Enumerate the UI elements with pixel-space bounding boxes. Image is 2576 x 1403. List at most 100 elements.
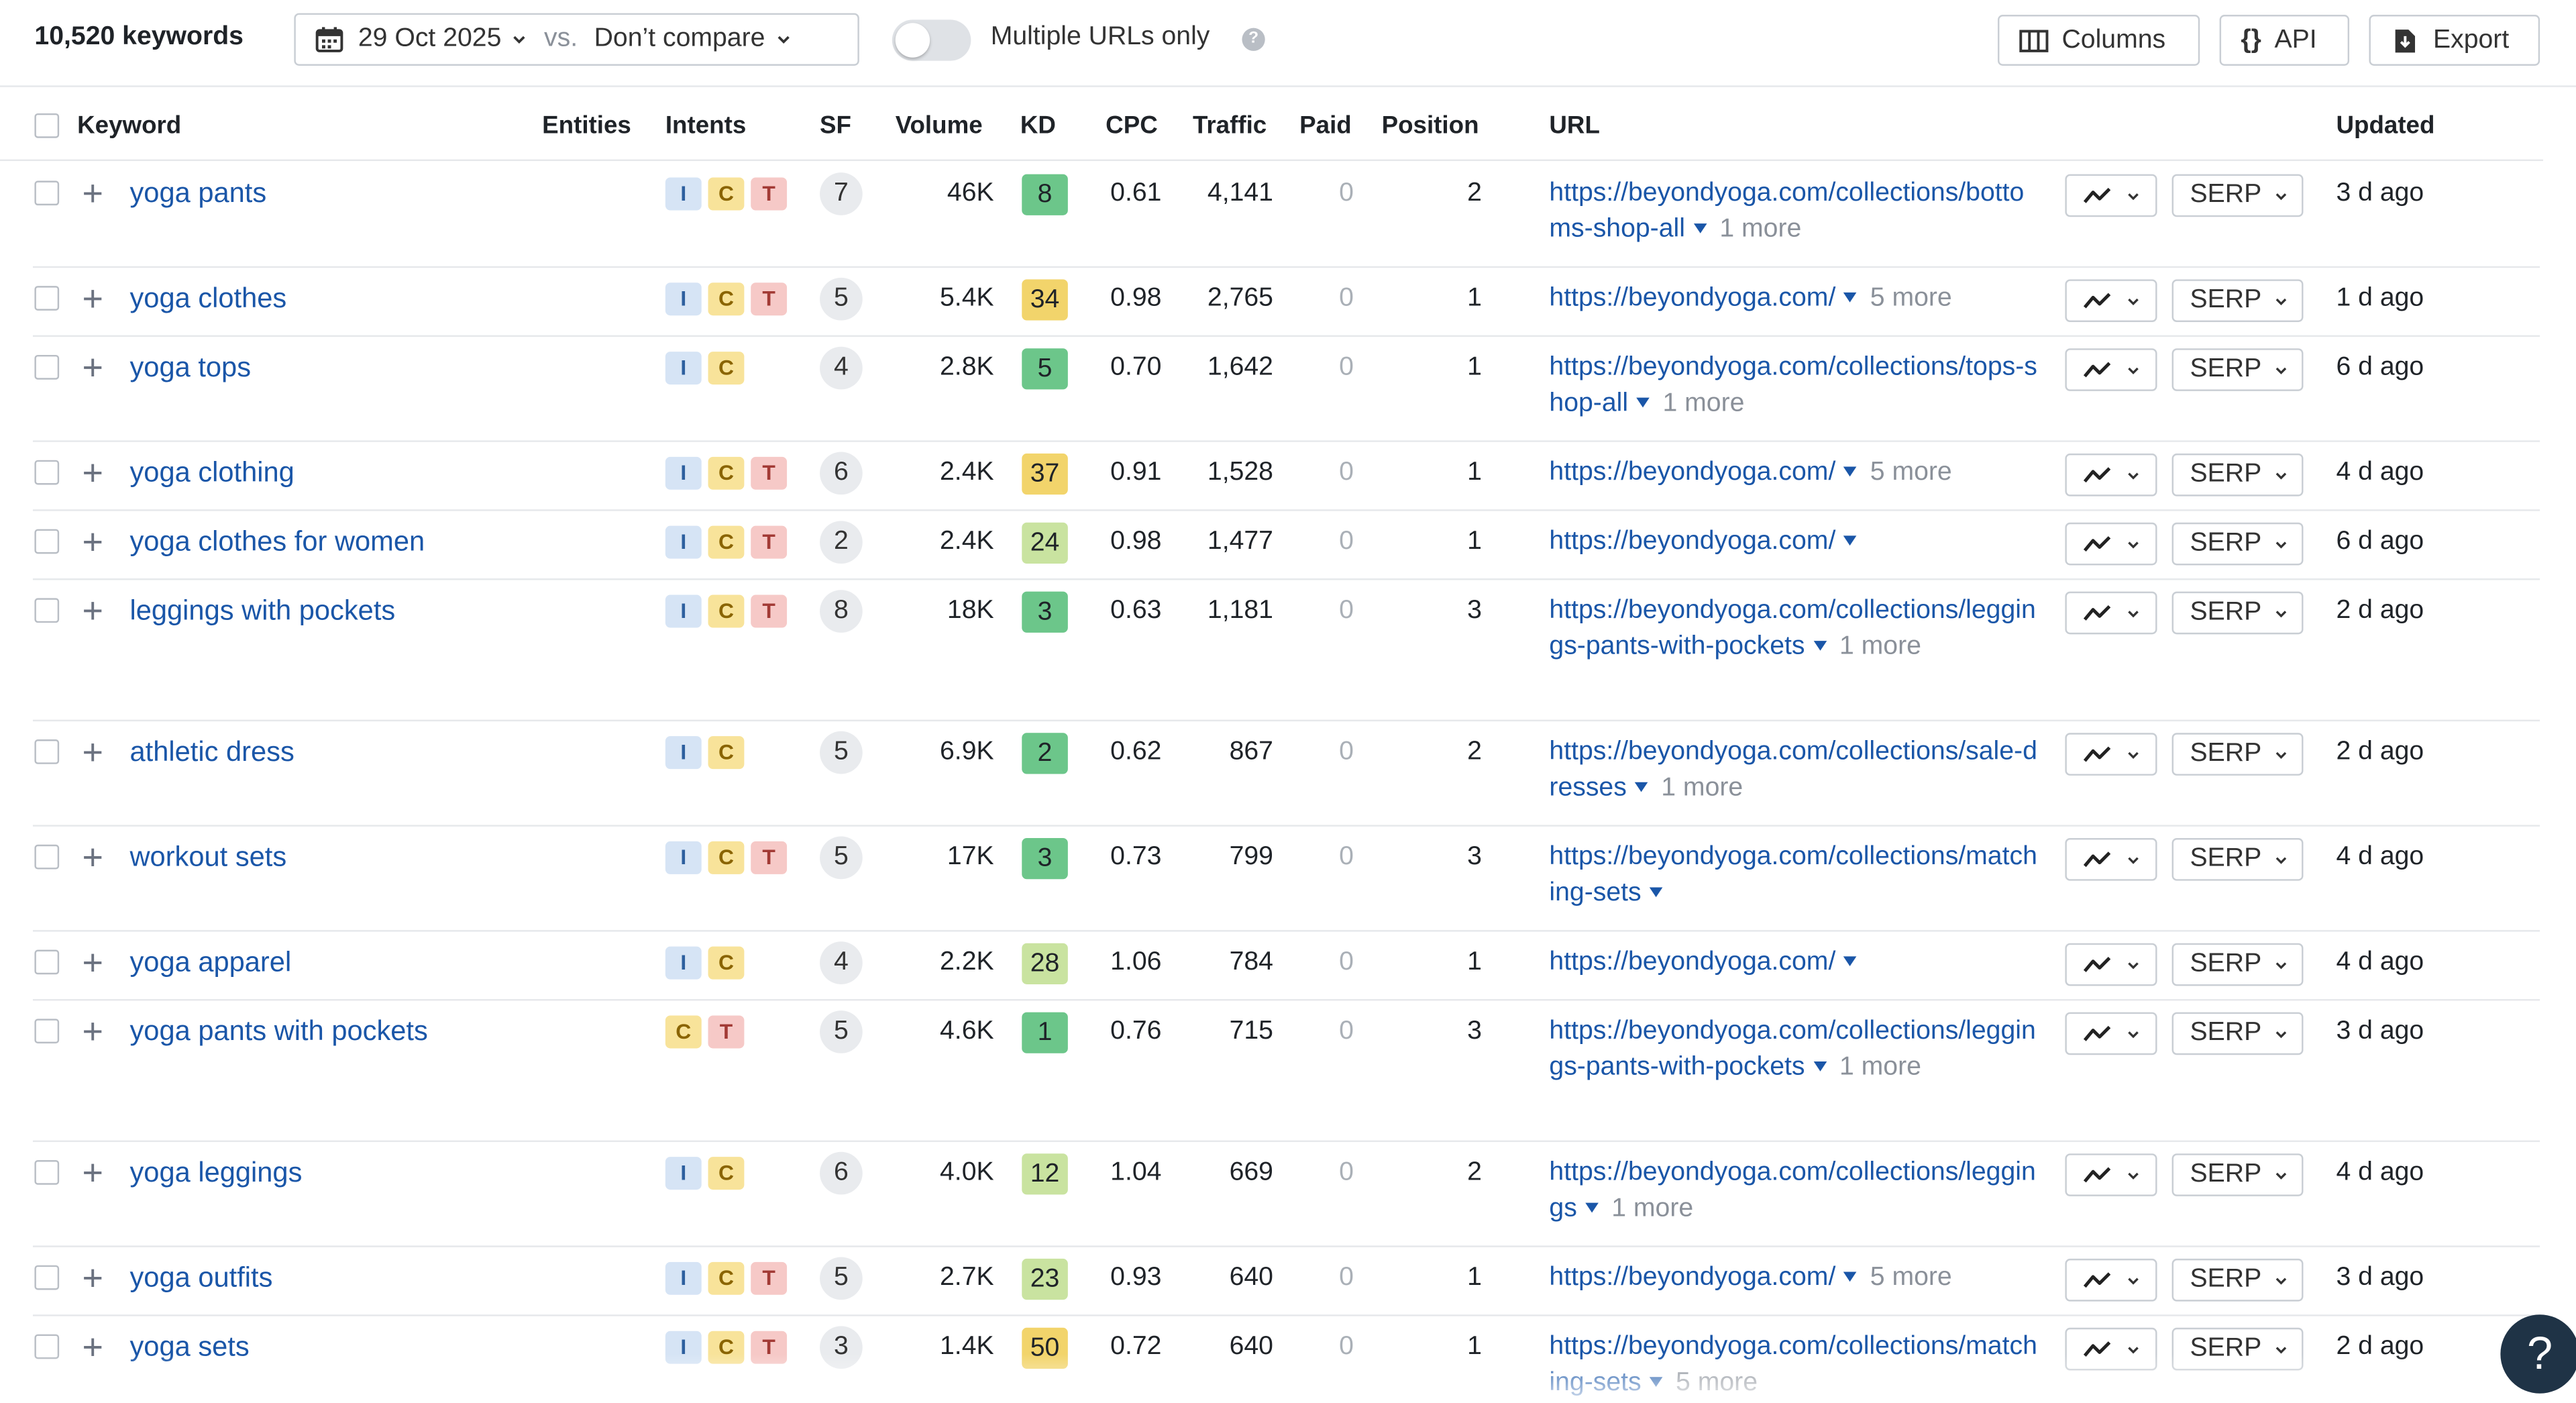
api-button[interactable]: {} API xyxy=(2219,15,2350,66)
url-more[interactable]: 5 more xyxy=(1870,284,1952,313)
help-button[interactable]: ? xyxy=(2500,1314,2576,1394)
trend-dropdown[interactable] xyxy=(2065,1012,2157,1055)
serp-dropdown[interactable]: SERP xyxy=(2171,837,2304,881)
serp-dropdown[interactable]: SERP xyxy=(2171,591,2304,635)
traffic-value[interactable]: 1,477 xyxy=(1207,527,1273,556)
traffic-value[interactable]: 640 xyxy=(1229,1333,1273,1361)
url-dropdown-caret-icon[interactable] xyxy=(1813,1061,1827,1072)
row-checkbox[interactable] xyxy=(34,354,60,380)
keyword-link[interactable]: yoga clothing xyxy=(129,456,294,488)
add-keyword-plus-icon[interactable]: + xyxy=(82,277,103,319)
serp-dropdown[interactable]: SERP xyxy=(2171,943,2304,986)
url-dropdown-caret-icon[interactable] xyxy=(1843,955,1858,966)
url-link[interactable]: https://beyondyoga.com/ xyxy=(1549,284,1836,313)
url-link[interactable]: https://beyondyoga.com/collections/tops-… xyxy=(1549,353,2037,418)
keyword-link[interactable]: yoga pants with pockets xyxy=(129,1015,428,1047)
export-button[interactable]: Export xyxy=(2369,15,2540,66)
url-more[interactable]: 1 more xyxy=(1661,774,1743,802)
keyword-link[interactable]: athletic dress xyxy=(129,736,294,768)
add-keyword-plus-icon[interactable]: + xyxy=(82,1010,103,1052)
traffic-value[interactable]: 784 xyxy=(1229,948,1273,976)
trend-dropdown[interactable] xyxy=(2065,174,2157,217)
row-checkbox[interactable] xyxy=(34,460,60,485)
url-dropdown-caret-icon[interactable] xyxy=(1813,640,1827,651)
url-more[interactable]: 5 more xyxy=(1870,458,1952,486)
trend-dropdown[interactable] xyxy=(2065,522,2157,566)
add-keyword-plus-icon[interactable]: + xyxy=(82,1151,103,1193)
url-dropdown-caret-icon[interactable] xyxy=(1585,1202,1599,1212)
url-dropdown-caret-icon[interactable] xyxy=(1693,223,1707,233)
url-dropdown-caret-icon[interactable] xyxy=(1649,886,1663,897)
header-kd[interactable]: KD xyxy=(1020,111,1056,140)
serp-features-count[interactable]: 5 xyxy=(820,1010,863,1053)
serp-features-count[interactable]: 3 xyxy=(820,1326,863,1369)
traffic-value[interactable]: 1,642 xyxy=(1207,353,1273,382)
select-all-checkbox[interactable] xyxy=(34,113,60,138)
question-circle-icon[interactable]: ? xyxy=(1242,28,1265,51)
serp-dropdown[interactable]: SERP xyxy=(2171,1327,2304,1371)
url-link[interactable]: https://beyondyoga.com/ xyxy=(1549,527,1836,556)
url-dropdown-caret-icon[interactable] xyxy=(1843,466,1858,476)
traffic-value[interactable]: 715 xyxy=(1229,1017,1273,1045)
url-link[interactable]: https://beyondyoga.com/collections/botto… xyxy=(1549,178,2025,244)
serp-dropdown[interactable]: SERP xyxy=(2171,1012,2304,1055)
trend-dropdown[interactable] xyxy=(2065,837,2157,881)
url-link[interactable]: https://beyondyoga.com/ xyxy=(1549,948,1836,976)
add-keyword-plus-icon[interactable]: + xyxy=(82,1257,103,1298)
serp-features-count[interactable]: 8 xyxy=(820,590,863,633)
keyword-link[interactable]: yoga outfits xyxy=(129,1261,273,1294)
header-url[interactable]: URL xyxy=(1549,111,1600,140)
serp-dropdown[interactable]: SERP xyxy=(2171,348,2304,391)
url-more[interactable]: 1 more xyxy=(1839,1053,1921,1082)
url-dropdown-caret-icon[interactable] xyxy=(1843,1271,1858,1282)
header-intents[interactable]: Intents xyxy=(665,111,747,140)
serp-dropdown[interactable]: SERP xyxy=(2171,522,2304,566)
trend-dropdown[interactable] xyxy=(2065,591,2157,635)
serp-dropdown[interactable]: SERP xyxy=(2171,1258,2304,1302)
serp-features-count[interactable]: 4 xyxy=(820,346,863,390)
trend-dropdown[interactable] xyxy=(2065,1327,2157,1371)
serp-features-count[interactable]: 5 xyxy=(820,836,863,880)
serp-features-count[interactable]: 6 xyxy=(820,1151,863,1195)
url-more[interactable]: 1 more xyxy=(1719,215,1802,244)
keyword-link[interactable]: yoga clothes xyxy=(129,282,287,314)
traffic-value[interactable]: 2,765 xyxy=(1207,284,1273,313)
traffic-value[interactable]: 867 xyxy=(1229,737,1273,766)
url-link[interactable]: https://beyondyoga.com/collections/sale-… xyxy=(1549,737,2037,802)
url-link[interactable]: https://beyondyoga.com/collections/match… xyxy=(1549,843,2037,907)
url-link[interactable]: https://beyondyoga.com/collections/leggi… xyxy=(1549,1158,2036,1223)
trend-dropdown[interactable] xyxy=(2065,1153,2157,1196)
url-dropdown-caret-icon[interactable] xyxy=(1649,1376,1663,1387)
url-link[interactable]: https://beyondyoga.com/ xyxy=(1549,458,1836,486)
traffic-value[interactable]: 1,528 xyxy=(1207,458,1273,486)
trend-dropdown[interactable] xyxy=(2065,453,2157,497)
keyword-link[interactable]: yoga apparel xyxy=(129,946,292,978)
header-cpc[interactable]: CPC xyxy=(1106,111,1158,140)
add-keyword-plus-icon[interactable]: + xyxy=(82,172,103,214)
url-more[interactable]: 1 more xyxy=(1839,632,1921,661)
add-keyword-plus-icon[interactable]: + xyxy=(82,521,103,562)
multiple-urls-toggle[interactable] xyxy=(892,19,971,61)
keyword-link[interactable]: yoga pants xyxy=(129,177,267,209)
traffic-value[interactable]: 799 xyxy=(1229,843,1273,871)
trend-dropdown[interactable] xyxy=(2065,279,2157,323)
header-paid[interactable]: Paid xyxy=(1299,111,1352,140)
add-keyword-plus-icon[interactable]: + xyxy=(82,452,103,493)
trend-dropdown[interactable] xyxy=(2065,1258,2157,1302)
header-position[interactable]: Position xyxy=(1381,111,1479,140)
row-checkbox[interactable] xyxy=(34,1265,60,1290)
url-dropdown-caret-icon[interactable] xyxy=(1843,535,1858,545)
serp-dropdown[interactable]: SERP xyxy=(2171,279,2304,323)
trend-dropdown[interactable] xyxy=(2065,943,2157,986)
row-checkbox[interactable] xyxy=(34,598,60,623)
trend-dropdown[interactable] xyxy=(2065,348,2157,391)
keyword-link[interactable]: yoga tops xyxy=(129,352,252,383)
add-keyword-plus-icon[interactable]: + xyxy=(82,590,103,631)
add-keyword-plus-icon[interactable]: + xyxy=(82,941,103,983)
serp-features-count[interactable]: 4 xyxy=(820,941,863,984)
add-keyword-plus-icon[interactable]: + xyxy=(82,731,103,773)
keyword-link[interactable]: workout sets xyxy=(129,841,287,873)
keyword-link[interactable]: yoga sets xyxy=(129,1331,250,1363)
traffic-value[interactable]: 669 xyxy=(1229,1158,1273,1187)
serp-features-count[interactable]: 5 xyxy=(820,731,863,774)
